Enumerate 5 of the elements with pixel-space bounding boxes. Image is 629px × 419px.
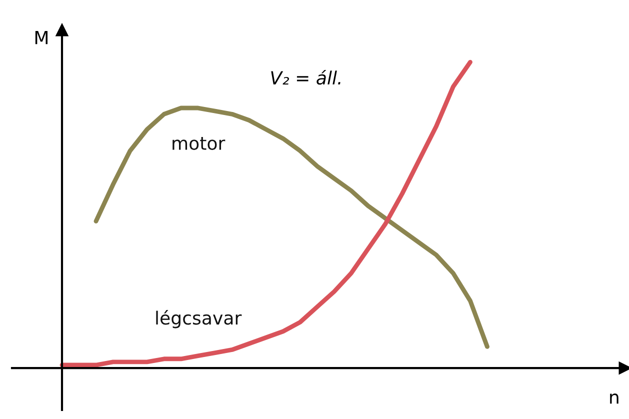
y-axis-title: M xyxy=(35,30,48,44)
series-label: légcsavar xyxy=(156,310,242,328)
x-axis-title: n xyxy=(610,394,618,404)
series-label: motor xyxy=(172,137,226,150)
annotation: V₂ = áll. xyxy=(271,70,340,85)
